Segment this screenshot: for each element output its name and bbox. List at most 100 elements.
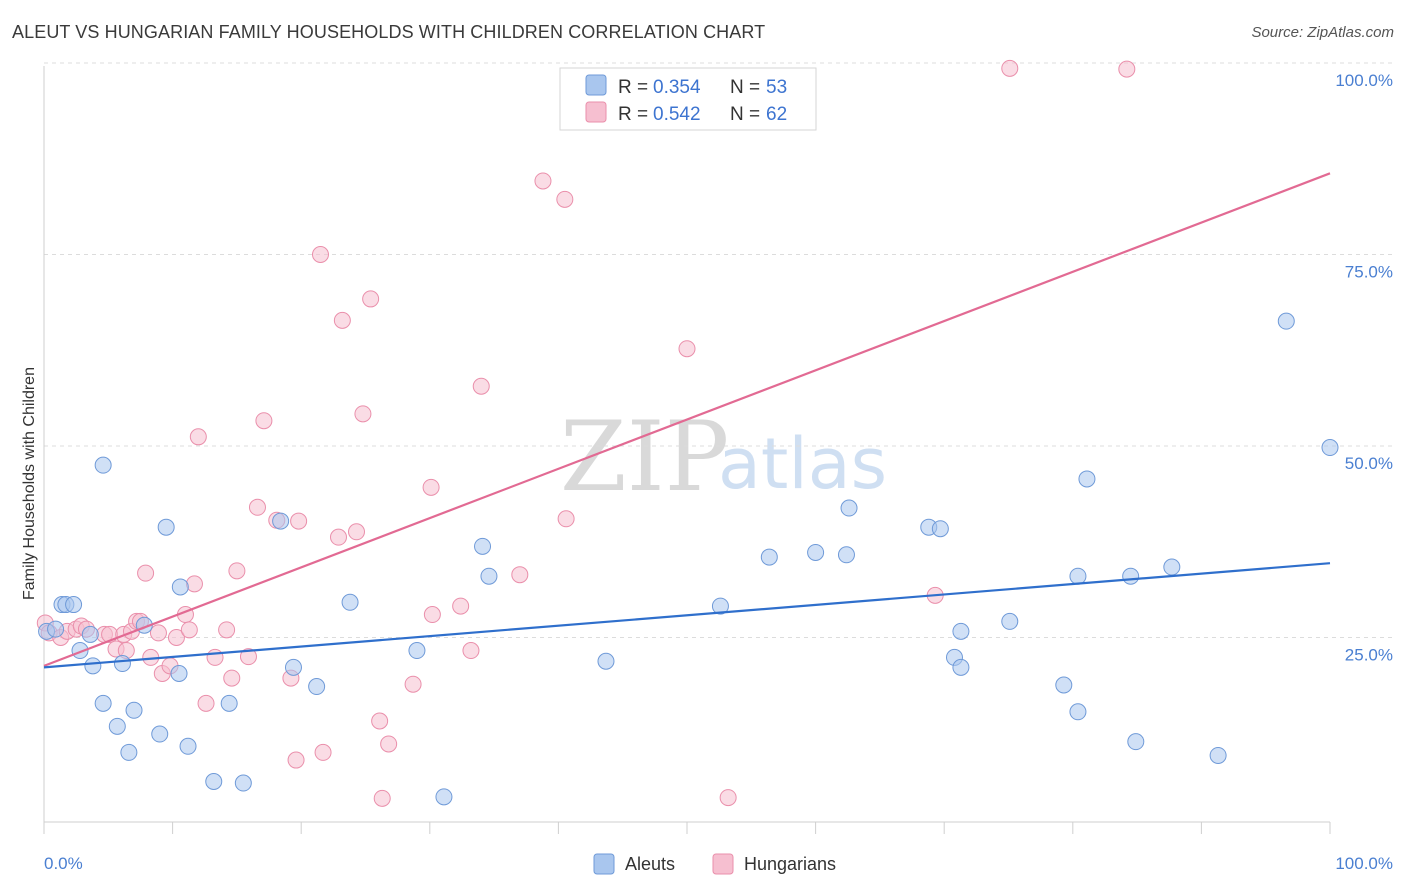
legend-n-value-hungarians: 62 [766, 104, 787, 125]
aleut-point [1127, 733, 1145, 751]
aleut-point [1209, 746, 1227, 764]
aleut-point [1001, 612, 1019, 630]
legend-swatch-aleuts [585, 74, 607, 96]
aleut-point [284, 658, 302, 676]
aleut-point [272, 512, 290, 530]
hungarian-point [185, 575, 203, 593]
hungarian-point [248, 498, 266, 516]
grid [44, 62, 1394, 638]
aleut-point [1078, 470, 1096, 488]
y-tick-label: 25.0% [1345, 646, 1393, 665]
aleut-point [1055, 676, 1073, 694]
watermark-atlas: atlas [718, 423, 887, 505]
hungarian-point [333, 311, 351, 329]
hungarian-point [197, 694, 215, 712]
aleut-point [597, 652, 615, 670]
aleut-point [931, 520, 949, 538]
aleut-point [952, 622, 970, 640]
hungarian-point [534, 172, 552, 190]
aleut-point [760, 548, 778, 566]
aleut-point [1163, 558, 1181, 576]
hungarian-point [180, 621, 198, 639]
x-tick-marks [43, 822, 1331, 834]
hungarian-point [314, 743, 332, 761]
legend-n-label-aleuts: N = [730, 77, 765, 98]
hungarian-point [423, 606, 441, 624]
y-axis-label: Family Households with Children [21, 367, 38, 600]
bottom-legend-swatch-aleuts [593, 853, 615, 875]
hungarian-point [206, 648, 224, 666]
hungarian-point [255, 412, 273, 430]
aleut-trend-line [43, 562, 1331, 669]
watermark-zip: ZIP [560, 401, 729, 513]
x-tick-label-min: 0.0% [44, 854, 83, 873]
hungarian-point [1001, 59, 1019, 77]
y-tick-label: 100.0% [1335, 71, 1393, 90]
hungarian-point [452, 597, 470, 615]
aleut-point [65, 596, 83, 614]
legend-n-label-hungarians: N = [730, 104, 765, 125]
bottom-legend-label-hungarians: Hungarians [744, 854, 836, 874]
legend-r-label-hungarians: R = [618, 104, 653, 125]
hungarian-point [1118, 60, 1136, 78]
aleut-point [408, 642, 426, 660]
series-aleuts [38, 312, 1339, 806]
stats-legend: R = 0.354 N = 53 R = 0.542 N = 62 [559, 67, 817, 131]
aleut-point [308, 678, 326, 696]
aleut-point [952, 658, 970, 676]
legend-n-value-aleuts: 53 [766, 77, 787, 98]
aleut-point [81, 625, 99, 643]
legend-r-value-hungarians: 0.542 [653, 104, 701, 125]
hungarian-point [228, 562, 246, 580]
hungarian-point [380, 735, 398, 753]
y-tick-label: 50.0% [1345, 454, 1393, 473]
series-legend: Aleuts Hungarians [593, 853, 836, 875]
aleut-point [1277, 312, 1295, 330]
hungarian-point [373, 789, 391, 807]
hungarian-point [149, 624, 167, 642]
aleut-point [474, 537, 492, 555]
hungarian-point [557, 510, 575, 528]
hungarian-point [371, 712, 389, 730]
hungarian-point [239, 648, 257, 666]
hungarian-point [678, 340, 696, 358]
hungarian-point [223, 669, 241, 687]
y-tick-label: 75.0% [1345, 263, 1393, 282]
y-tick-labels: 25.0% 50.0% 75.0% 100.0% [1335, 71, 1393, 665]
aleut-point [170, 665, 188, 683]
aleut-point [125, 701, 143, 719]
aleut-point [1122, 567, 1140, 585]
aleut-point [47, 620, 65, 638]
hungarian-trend-line [43, 172, 1331, 667]
hungarian-point [472, 377, 490, 395]
aleut-point [84, 657, 102, 675]
hungarian-point [556, 190, 574, 208]
hungarian-point [167, 629, 185, 646]
hungarian-point [329, 528, 347, 546]
hungarian-point [287, 751, 305, 769]
hungarian-point [354, 405, 372, 423]
aleut-point [711, 597, 729, 615]
aleut-point [840, 499, 858, 517]
x-tick-label-max: 100.0% [1335, 854, 1393, 873]
hungarian-point [290, 512, 308, 530]
bottom-legend-label-aleuts: Aleuts [625, 854, 675, 874]
hungarian-point [137, 564, 155, 582]
hungarian-point [422, 478, 440, 496]
aleut-point [120, 743, 138, 761]
legend-r-value-aleuts: 0.354 [653, 77, 701, 98]
hungarian-point [218, 621, 236, 639]
aleut-point [157, 518, 175, 536]
aleut-point [435, 788, 453, 806]
aleut-point [1069, 703, 1087, 721]
aleut-point [171, 578, 189, 596]
aleut-point [94, 694, 112, 712]
aleut-point [113, 655, 131, 673]
hungarian-point [462, 642, 480, 660]
aleut-point [480, 567, 498, 585]
bottom-legend-swatch-hungarians [712, 853, 734, 875]
aleut-point [151, 725, 169, 743]
hungarian-point [511, 566, 529, 584]
aleut-point [205, 773, 223, 791]
